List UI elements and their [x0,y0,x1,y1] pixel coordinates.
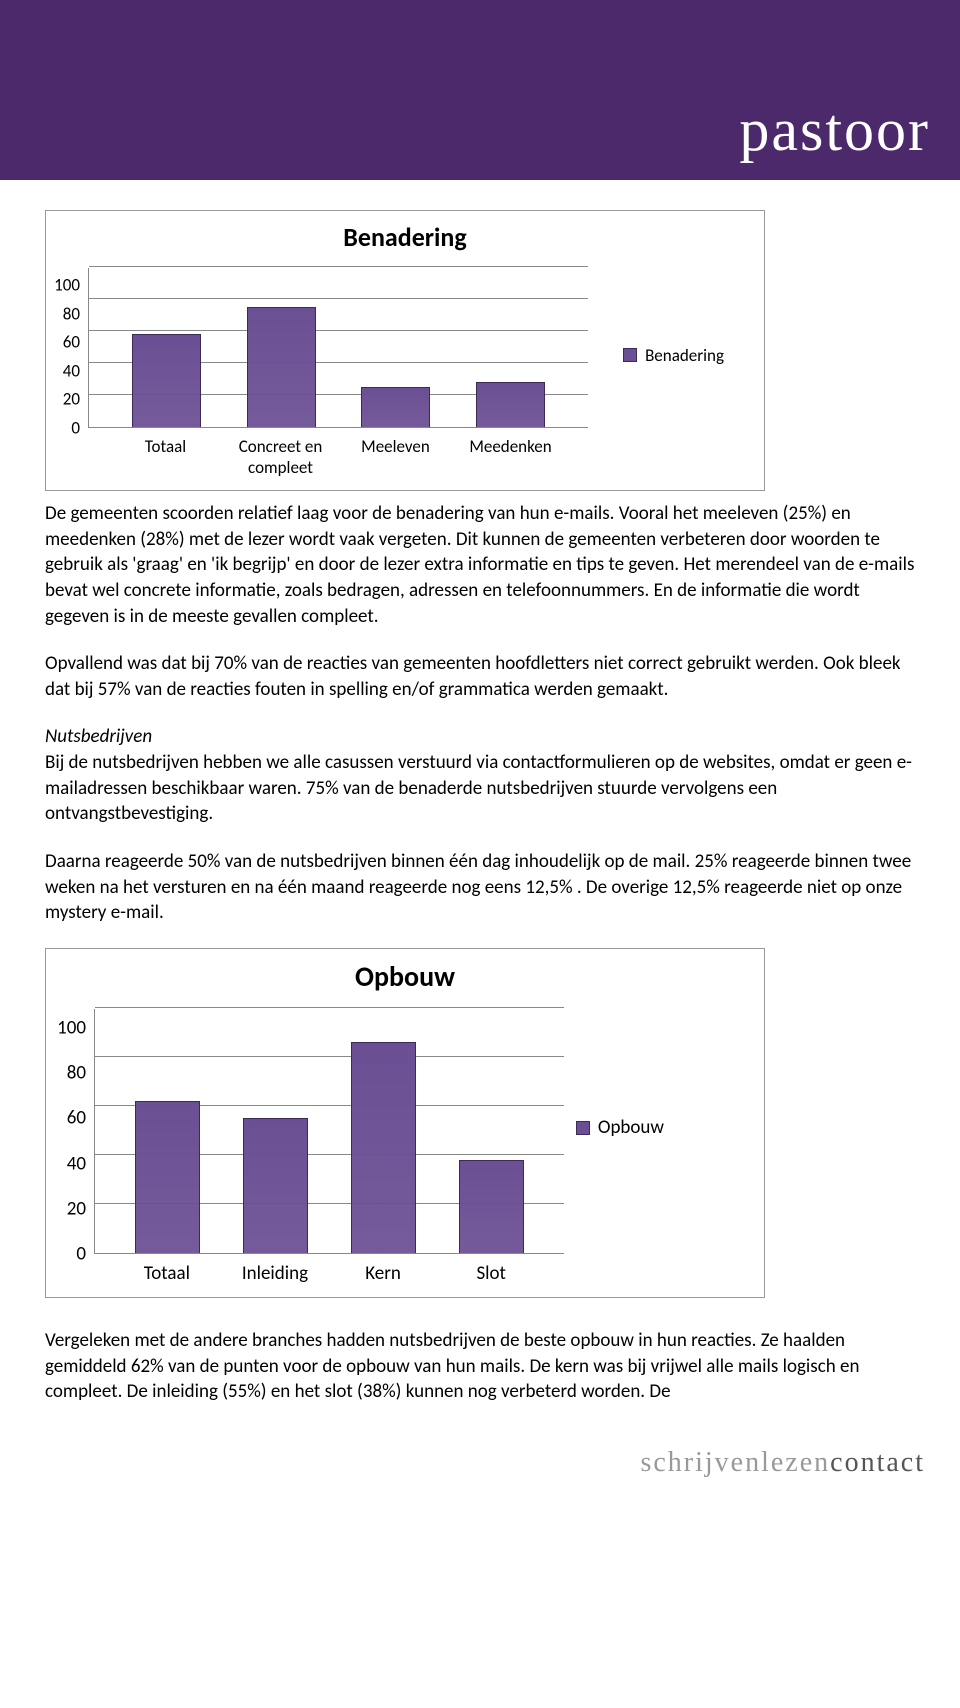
chart-yaxis: 100806040200 [46,268,88,428]
xtick-label: Meeleven [338,436,453,478]
chart-title: Benadering [46,211,764,268]
ytick-label: 60 [63,334,80,351]
ytick-label: 20 [63,391,80,408]
legend-label: Benadering [645,345,724,366]
grid-line [95,1007,564,1008]
opbouw-chart: Opbouw 100 80 60 40 20 0 TotaalInleidingKernSlo… [45,948,765,1298]
xtick-label: Kern [329,1262,437,1285]
chart-bar [476,382,545,427]
ytick-label: 0 [76,1244,86,1263]
footer-part1: schrijvenlezen [640,1447,830,1478]
chart-bar [459,1160,524,1253]
ytick-label: 100 [54,277,80,294]
legend-label: Opbouw [598,1116,664,1139]
ytick-label: 0 [71,419,80,436]
grid-line [89,266,588,267]
footer: schrijvenlezencontact [0,1447,960,1499]
xtick-label: Slot [437,1262,545,1285]
xtick-label: Inleiding [221,1262,329,1285]
chart-legend: Opbouw [576,1116,664,1139]
benadering-chart: Benadering 100 80 60 40 20 0 TotaalConcreet en … [45,210,765,491]
paragraph-2: Opvallend was dat bij 70% van de reactie… [45,651,915,702]
chart-legend: Benadering [623,345,724,366]
header-band: pastoor [0,0,960,180]
legend-swatch [576,1121,590,1135]
paragraph-3: Nutsbedrijven Bij de nutsbedrijven hebbe… [45,724,915,827]
nutsbedrijven-heading: Nutsbedrijven [45,725,152,748]
chart-plot-area [94,1009,564,1254]
chart-bar [243,1118,308,1253]
chart-bar [247,307,316,427]
chart-xaxis: TotaalInleidingKernSlot [94,1254,564,1297]
chart-bar [351,1042,416,1253]
page-content: Benadering100806040200TotaalConcreet en … [0,180,960,1447]
ytick-label: 80 [67,1064,86,1083]
xtick-label: Totaal [108,436,223,478]
chart-bar [132,334,201,427]
ytick-label: 80 [63,305,80,322]
paragraph-5: Vergeleken met de andere branches hadden… [45,1328,915,1405]
paragraph-1: De gemeenten scoorden relatief laag voor… [45,501,915,629]
ytick-label: 20 [67,1199,86,1218]
chart-bar [361,387,430,427]
legend-swatch [623,348,637,362]
xtick-label: Totaal [113,1262,221,1285]
chart-bar [135,1101,200,1253]
chart-yaxis: 100806040200 [46,1009,94,1254]
chart-title: Opbouw [46,949,764,1009]
chart-xaxis: TotaalConcreet en compleetMeelevenMeeden… [88,428,588,490]
paragraph-3-body: Bij de nutsbedrijven hebben we alle casu… [45,751,912,825]
ytick-label: 60 [67,1109,86,1128]
paragraph-4: Daarna reageerde 50% van de nutsbedrijve… [45,849,915,926]
ytick-label: 40 [67,1154,86,1173]
brand-logo: pastoor [739,96,930,165]
ytick-label: 100 [57,1018,86,1037]
xtick-label: Meedenken [453,436,568,478]
footer-part2: contact [830,1447,925,1478]
chart-plot-area [88,268,588,428]
ytick-label: 40 [63,362,80,379]
xtick-label: Concreet en compleet [223,436,338,478]
